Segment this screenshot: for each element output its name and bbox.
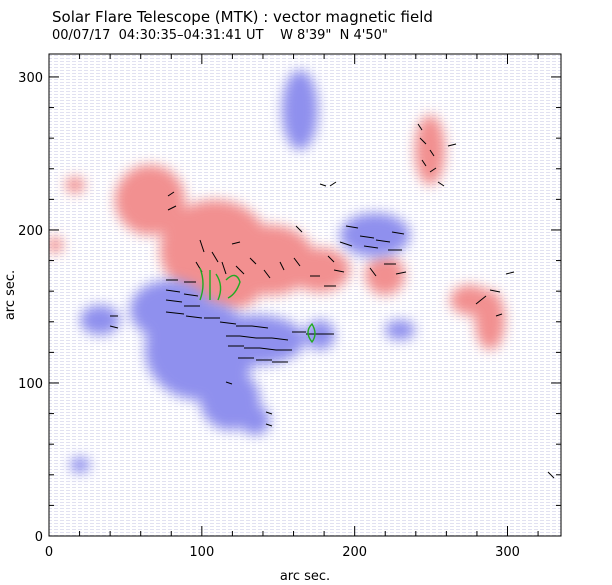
y-tick-label: 100: [18, 377, 43, 392]
image-title: Solar Flare Telescope (MTK) : vector mag…: [52, 8, 433, 26]
observation-info: 00/07/17 04:30:35–04:31:41 UT W 8'39" N …: [52, 28, 388, 43]
x-tick-label: 200: [342, 545, 367, 560]
plot-frame: [48, 53, 562, 537]
x-axis-label: arc sec.: [280, 569, 330, 584]
heliographic-position: W 8'39" N 4'50": [280, 28, 388, 43]
y-tick-label: 200: [18, 224, 43, 239]
axis-ticks: [48, 54, 561, 537]
x-tick-label: 0: [45, 545, 53, 560]
magnetogram-image: [49, 54, 561, 536]
observation-date: 00/07/17: [52, 28, 111, 43]
y-axis-label: arc sec.: [3, 270, 18, 320]
x-tick-label: 300: [495, 545, 520, 560]
axis-tick-labels: 0 100 200 300 0 100 200 300: [18, 71, 520, 560]
observation-time-range: 04:30:35–04:31:41 UT: [118, 28, 264, 43]
y-tick-label: 300: [18, 71, 43, 86]
negative-polarity-regions: [70, 70, 415, 473]
transverse-field-vectors: [109, 123, 555, 479]
field-contours: [199, 267, 316, 344]
y-tick-label: 0: [35, 530, 43, 545]
x-tick-label: 100: [189, 545, 214, 560]
